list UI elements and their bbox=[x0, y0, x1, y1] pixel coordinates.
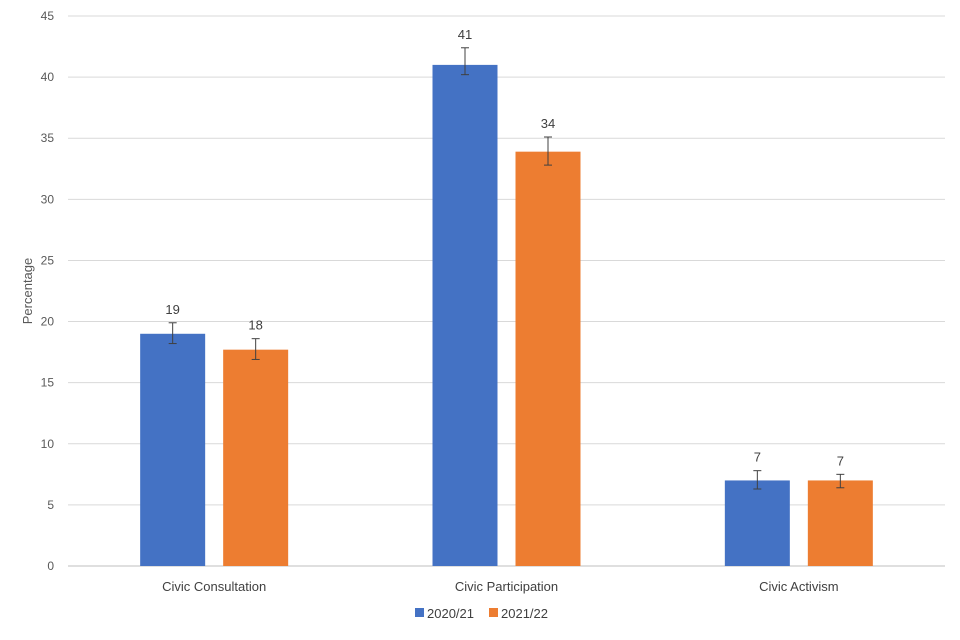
y-tick-label: 45 bbox=[41, 9, 55, 23]
legend: 2020/21 2021/22 bbox=[415, 606, 548, 621]
legend-label: 2021/22 bbox=[501, 606, 548, 621]
data-label: 7 bbox=[754, 450, 761, 465]
legend-swatch bbox=[415, 608, 424, 617]
y-tick-label: 10 bbox=[41, 437, 55, 451]
bar bbox=[223, 349, 289, 566]
data-label: 41 bbox=[458, 27, 472, 42]
legend-swatch bbox=[489, 608, 498, 617]
gridlines bbox=[68, 15, 945, 567]
y-tick-label: 15 bbox=[41, 376, 55, 390]
error-bars bbox=[168, 47, 845, 490]
y-tick-label: 30 bbox=[41, 192, 55, 206]
data-label: 18 bbox=[248, 318, 262, 333]
data-label: 34 bbox=[541, 116, 555, 131]
y-tick-label: 0 bbox=[47, 559, 54, 573]
y-tick-label: 20 bbox=[41, 315, 55, 329]
data-label: 7 bbox=[837, 453, 844, 468]
x-axis-categories: Civic Consultation Civic Participation Civ… bbox=[162, 579, 838, 594]
bars bbox=[140, 64, 873, 566]
y-tick-label: 5 bbox=[47, 498, 54, 512]
y-tick-label: 40 bbox=[41, 70, 55, 84]
data-label: 19 bbox=[165, 302, 179, 317]
y-tick-label: 35 bbox=[41, 131, 55, 145]
bar bbox=[140, 333, 206, 566]
x-category-label: Civic Participation bbox=[455, 579, 558, 594]
x-category-label: Civic Activism bbox=[759, 579, 838, 594]
bar bbox=[807, 480, 873, 566]
data-labels: 19 18 41 34 7 7 bbox=[165, 27, 844, 469]
bar bbox=[432, 64, 498, 566]
y-axis-title: Percentage bbox=[20, 258, 35, 325]
bar bbox=[515, 151, 581, 566]
y-axis-ticks: 0 5 10 15 20 25 30 35 40 45 bbox=[41, 9, 55, 573]
y-tick-label: 25 bbox=[41, 253, 55, 267]
legend-label: 2020/21 bbox=[427, 606, 474, 621]
bar bbox=[724, 480, 790, 566]
x-category-label: Civic Consultation bbox=[162, 579, 266, 594]
